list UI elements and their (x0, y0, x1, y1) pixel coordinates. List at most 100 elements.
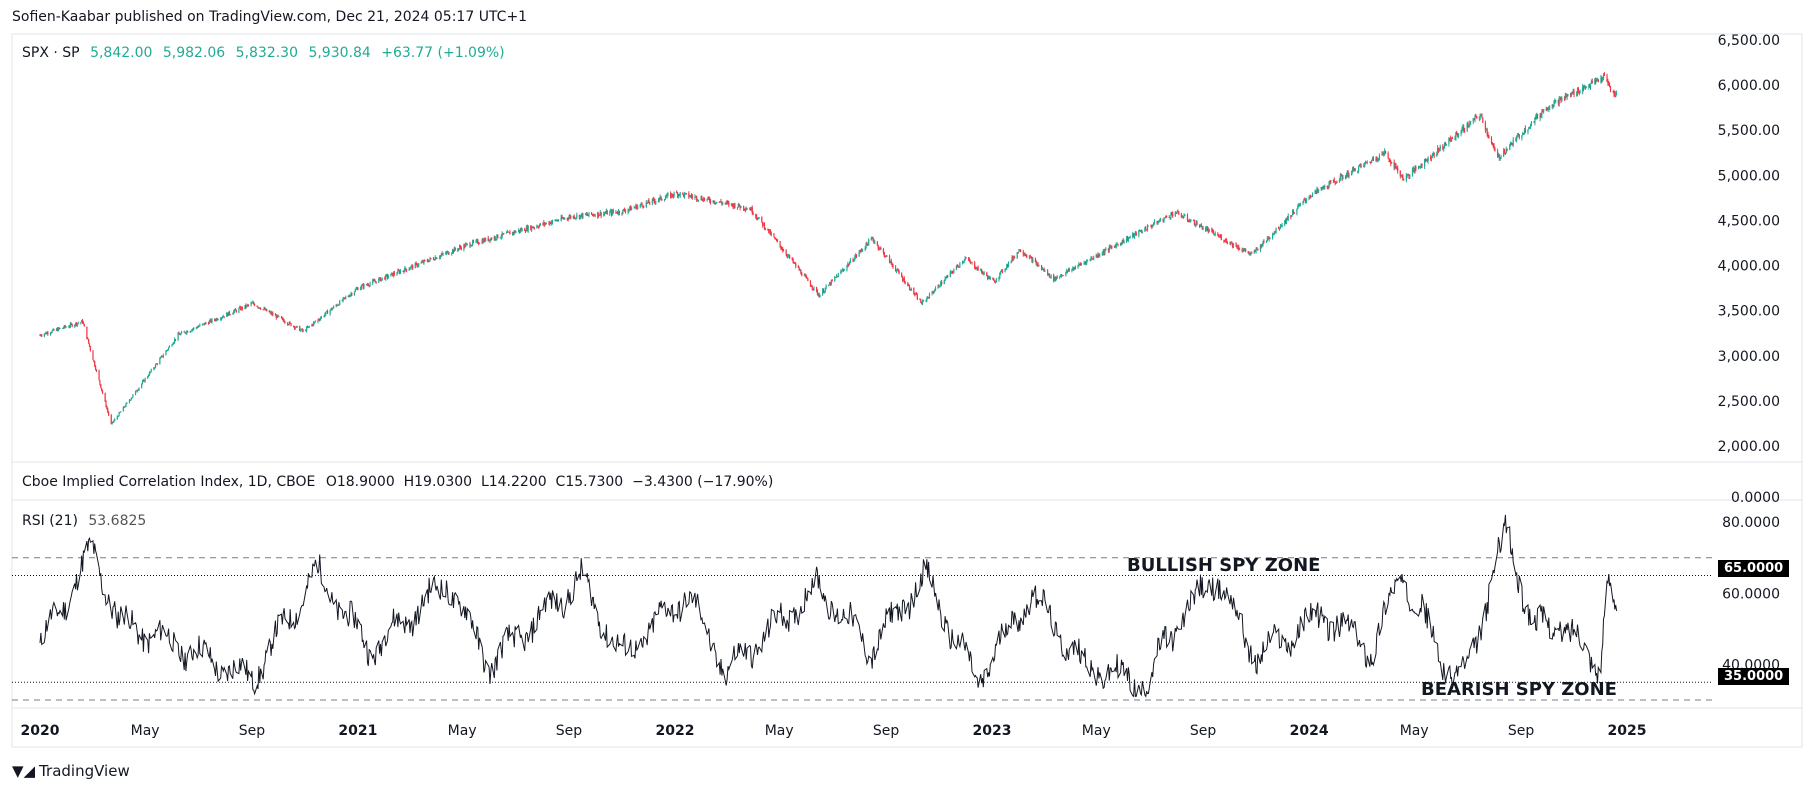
candle-body (296, 326, 298, 328)
candle-body (551, 220, 554, 223)
candle-body (277, 315, 279, 317)
candle-body (791, 257, 793, 260)
time-tick-label: 2020 (21, 723, 60, 739)
candle-body (1244, 249, 1246, 251)
candle-body (1098, 254, 1100, 256)
candle-body (1232, 242, 1234, 247)
candle-body (1499, 157, 1501, 159)
candle-body (1281, 225, 1283, 227)
candle-body (1115, 244, 1117, 248)
candle-body (1534, 117, 1536, 123)
candle-body (402, 270, 404, 272)
candle-body (1110, 246, 1112, 248)
candle-body (287, 324, 290, 326)
candle-body (349, 294, 351, 297)
candle-body (111, 421, 113, 424)
candle-body (1066, 270, 1069, 272)
candle-body (640, 203, 642, 205)
candle-body (427, 261, 429, 262)
candle-body (1291, 211, 1294, 216)
candle-body (412, 265, 414, 269)
candle-body (295, 326, 297, 328)
candle-body (445, 253, 447, 255)
candle-body (852, 259, 854, 262)
candle-body (700, 197, 702, 200)
candle-body (1353, 168, 1355, 171)
candle-body (1309, 196, 1311, 198)
candle-body (1397, 168, 1399, 172)
candle-body (339, 300, 341, 306)
candle-body (335, 305, 337, 307)
candle-body (1232, 243, 1235, 247)
candle-body (564, 218, 566, 219)
candle-body (890, 260, 892, 264)
candle-body (714, 202, 716, 204)
candle-body (1263, 240, 1265, 243)
candle-body (1079, 263, 1081, 265)
candle-body (1182, 217, 1184, 218)
candle-body (1444, 142, 1447, 145)
candle-body (1517, 134, 1520, 136)
candle-body (807, 278, 809, 282)
candle-body (1259, 244, 1262, 251)
candle-body (590, 212, 593, 215)
candle-body (1378, 155, 1381, 159)
candle-body (469, 243, 471, 247)
candle-body (1567, 94, 1569, 96)
tradingview-logo[interactable]: ▼◢ TradingView (12, 762, 130, 780)
candle-body (836, 276, 839, 278)
candle-body (1327, 187, 1329, 189)
candle-body (75, 322, 78, 326)
candle-body (1192, 220, 1195, 221)
candle-body (250, 303, 252, 306)
candle-body (944, 278, 946, 281)
upper-level-badge: 65.0000 (1718, 560, 1790, 577)
candle-body (299, 329, 302, 332)
candle-body (1059, 276, 1061, 278)
open-value: 5,842.00 (90, 45, 153, 61)
candle-body (390, 273, 392, 277)
candle-body (326, 311, 329, 314)
candle-body (727, 202, 729, 204)
candle-body (781, 248, 783, 250)
candle-body (1067, 269, 1070, 272)
candle-body (671, 193, 673, 196)
candle-body (655, 201, 657, 203)
candle-body (426, 260, 429, 262)
candle-body (283, 320, 285, 323)
candle-body (524, 228, 526, 231)
candle-body (1377, 159, 1379, 161)
candle-body (968, 259, 971, 262)
candle-body (1286, 217, 1288, 220)
candle-body (1054, 276, 1057, 281)
candle-body (848, 262, 851, 265)
candle-body (1478, 117, 1480, 119)
candle-body (1400, 175, 1402, 177)
candle-body (104, 393, 106, 402)
candle-body (886, 255, 888, 257)
candle-body (694, 196, 696, 198)
candle-body (861, 249, 864, 251)
candle-body (138, 387, 140, 390)
candle-body (605, 210, 607, 214)
candle-body (1389, 159, 1391, 163)
candle-body (1119, 243, 1122, 245)
candle-body (1298, 205, 1300, 207)
candle-body (1530, 121, 1533, 126)
candle-body (1354, 168, 1356, 172)
candle-body (476, 240, 478, 241)
candle-body (969, 261, 971, 263)
candle-body (1518, 134, 1520, 139)
candle-body (1347, 171, 1349, 177)
candle-body (767, 228, 769, 230)
candle-body (1303, 199, 1305, 201)
candle-body (858, 252, 860, 257)
candle-body (214, 319, 217, 321)
time-tick-label: Sep (1508, 723, 1535, 739)
candle-body (497, 234, 499, 238)
candle-body (885, 255, 887, 257)
candle-body (952, 272, 954, 274)
candle-body (531, 226, 533, 230)
candle-body (1393, 161, 1395, 169)
